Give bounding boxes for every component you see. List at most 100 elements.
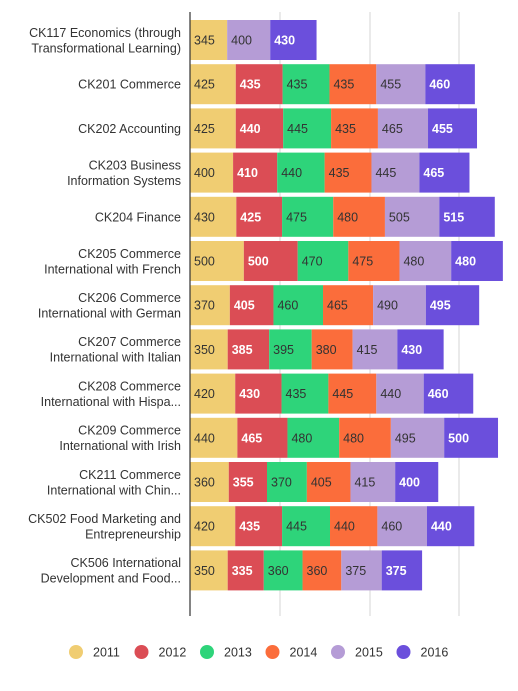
- category-label-line: CK205 Commerce: [78, 247, 181, 261]
- data-label-2011: 370: [194, 299, 215, 313]
- legend-swatch: [331, 645, 345, 659]
- bar-segment-2015: [376, 373, 424, 414]
- bar-segment-2012: [235, 506, 283, 547]
- bar-segment-2014: [323, 285, 374, 326]
- bar-segment-2016: [397, 329, 444, 370]
- data-label-2012: 385: [232, 343, 253, 357]
- data-label-2011: 425: [194, 122, 215, 136]
- bar-segment-2011: [190, 550, 228, 591]
- data-label-2015: 490: [377, 299, 398, 313]
- bar-segment-2015: [390, 417, 445, 458]
- bar-segment-2012: [237, 417, 288, 458]
- bar-segment-2012: [227, 550, 264, 591]
- data-label-2011: 350: [194, 564, 215, 578]
- data-label-2013: 435: [286, 387, 307, 401]
- bar-segment-2015: [384, 196, 440, 237]
- bar-segment-2014: [339, 417, 391, 458]
- category-label-line: CK206 Commerce: [78, 291, 181, 305]
- bar-segment-2016: [428, 108, 478, 149]
- bar-segment-2012: [228, 462, 268, 502]
- bar-segment-2013: [267, 462, 307, 502]
- bar-segment-2011: [190, 462, 229, 502]
- category-label-line: CK209 Commerce: [78, 424, 181, 438]
- bar-segment-2011: [190, 20, 228, 60]
- category-label: CK117 Economics (through Transformational…: [29, 26, 181, 56]
- bar-segment-2015: [399, 241, 452, 281]
- category-label-line: CK211 Commerce: [79, 468, 181, 482]
- bar-segment-2013: [282, 506, 331, 547]
- bar-segment-2016: [270, 20, 317, 60]
- data-label-2016: 460: [429, 78, 450, 92]
- bar-segment-2012: [235, 108, 284, 149]
- data-label-2015: 415: [357, 343, 378, 357]
- bars: 345 400 430 425 435 435 435 455 460 425 440 445 435 4…: [190, 20, 503, 591]
- bar-segment-2015: [371, 152, 420, 193]
- category-label-line: International with French: [44, 262, 181, 276]
- category-label: CK202 Accounting: [78, 122, 181, 136]
- category-label-line: Information Systems: [67, 174, 181, 188]
- data-label-2014: 405: [311, 476, 332, 490]
- bar-segment-2011: [190, 196, 237, 237]
- data-label-2015: 415: [354, 476, 375, 490]
- bar-segment-2015: [352, 329, 398, 370]
- category-label: CK506 International Development and Food.…: [41, 556, 181, 586]
- bar-segment-2016: [395, 462, 439, 502]
- data-label-2011: 440: [194, 431, 215, 445]
- bar-segment-2013: [282, 196, 334, 237]
- data-label-2015: 495: [395, 431, 416, 445]
- data-label-2011: 400: [194, 166, 215, 180]
- bar-segment-2011: [190, 64, 236, 105]
- data-label-2012: 405: [234, 299, 255, 313]
- bar-segment-2012: [235, 373, 282, 414]
- legend-label: 2012: [159, 646, 187, 660]
- category-label-line: Transformational Learning): [31, 41, 181, 55]
- legend: 2011 2012 2013 2014 2015 2016: [69, 645, 448, 660]
- data-label-2014: 435: [333, 78, 354, 92]
- data-label-2015: 505: [389, 210, 410, 224]
- data-label-2012: 410: [237, 166, 258, 180]
- data-label-2015: 480: [403, 255, 424, 269]
- data-label-2014: 435: [329, 166, 350, 180]
- legend-label: 2016: [421, 646, 449, 660]
- category-label-line: CK204 Finance: [95, 210, 181, 224]
- legend-item-2013: 2013: [200, 645, 252, 660]
- data-label-2014: 440: [334, 520, 355, 534]
- data-label-2011: 430: [194, 210, 215, 224]
- bar-segment-2014: [328, 373, 377, 414]
- data-label-2014: 465: [327, 299, 348, 313]
- data-label-2015: 445: [375, 166, 396, 180]
- data-label-2014: 480: [343, 431, 364, 445]
- category-label: CK204 Finance: [95, 210, 181, 224]
- category-label: CK207 Commerce International with Italian: [50, 335, 181, 365]
- legend-item-2015: 2015: [331, 645, 383, 660]
- category-label-line: International with Hispa...: [41, 395, 181, 409]
- bar-segment-2016: [451, 241, 503, 281]
- legend-label: 2013: [224, 646, 252, 660]
- legend-label: 2014: [290, 646, 318, 660]
- bar-segment-2014: [330, 506, 378, 547]
- bar-segment-2012: [243, 241, 298, 281]
- bar-segment-2014: [331, 108, 378, 149]
- data-label-2016: 375: [386, 564, 407, 578]
- data-label-2012: 440: [240, 122, 261, 136]
- bar-segment-2013: [287, 417, 340, 458]
- data-label-2012: 425: [240, 210, 261, 224]
- data-label-2015: 455: [380, 78, 401, 92]
- data-label-2014: 480: [337, 210, 358, 224]
- category-label-line: CK502 Food Marketing and: [28, 512, 181, 526]
- data-label-2016: 515: [443, 210, 464, 224]
- bar-segment-2016: [439, 196, 495, 237]
- category-label-line: CK208 Commerce: [78, 379, 181, 393]
- category-label: CK206 Commerce International with German: [38, 291, 181, 321]
- legend-item-2014: 2014: [265, 645, 318, 660]
- data-label-2014: 435: [335, 122, 356, 136]
- data-label-2011: 420: [194, 520, 215, 534]
- bar-segment-2016: [425, 64, 475, 105]
- bar-segment-2015: [377, 108, 429, 149]
- data-label-2012: 335: [232, 564, 253, 578]
- data-label-2011: 425: [194, 78, 215, 92]
- bar-segment-2014: [329, 64, 377, 105]
- category-label-line: CK506 International: [71, 556, 182, 570]
- data-label-2011: 360: [194, 476, 215, 490]
- data-label-2012: 500: [248, 255, 269, 269]
